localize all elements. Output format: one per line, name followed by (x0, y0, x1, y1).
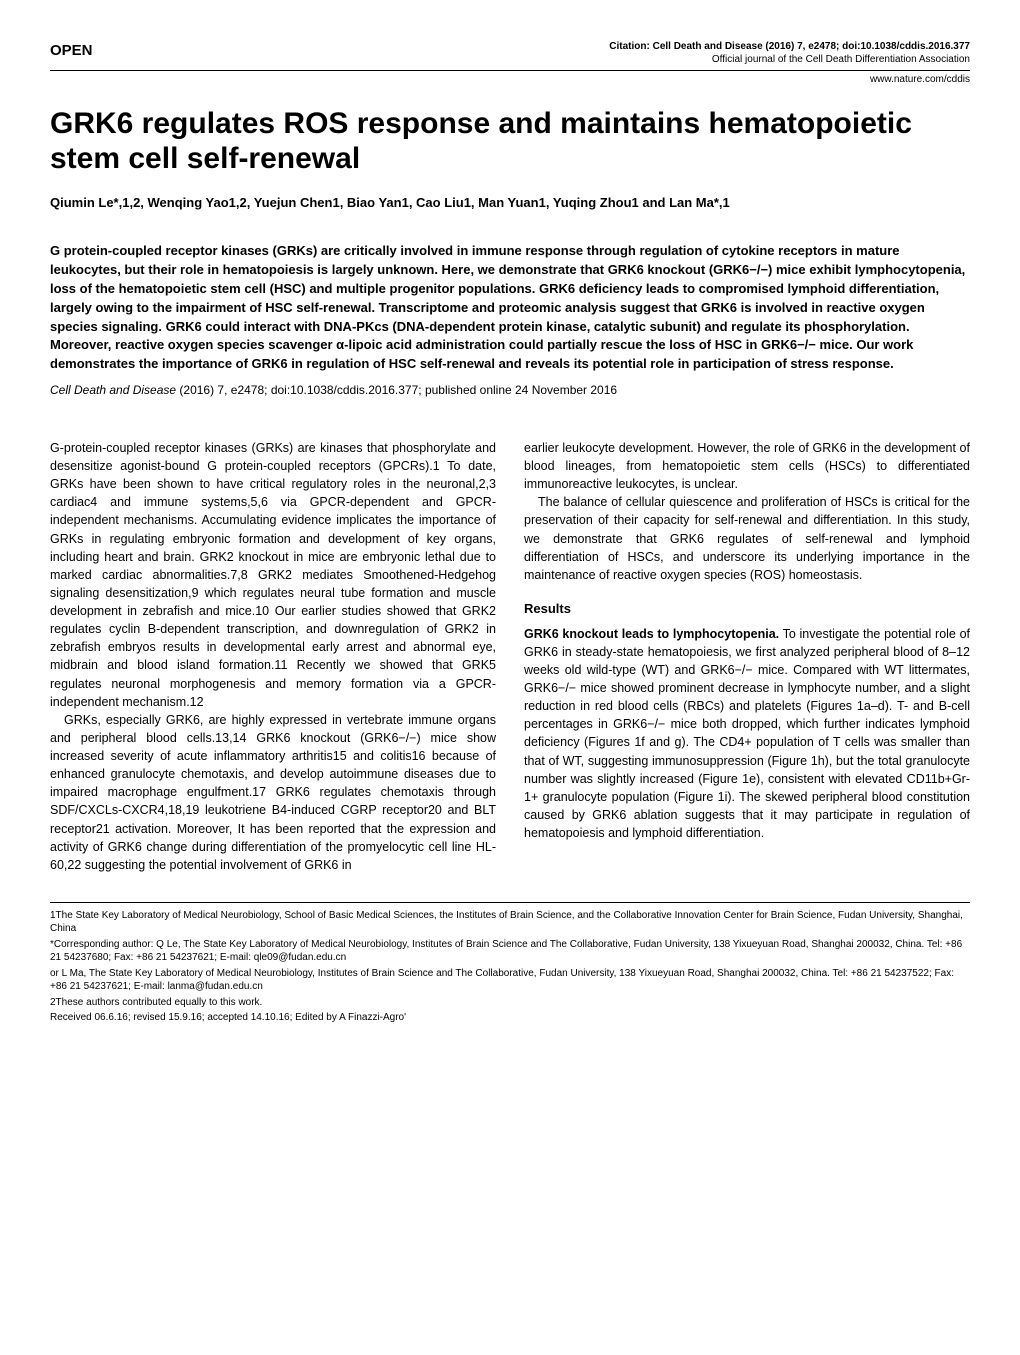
intro-p4: The balance of cellular quiescence and p… (524, 493, 970, 584)
corresponding-2: or L Ma, The State Key Laboratory of Med… (50, 967, 970, 994)
intro-p3: earlier leukocyte development. However, … (524, 439, 970, 493)
results-heading: Results (524, 600, 970, 619)
results-body-text: To investigate the potential role of GRK… (524, 627, 970, 840)
footnotes: 1The State Key Laboratory of Medical Neu… (50, 902, 970, 1025)
results-p1: GRK6 knockout leads to lymphocytopenia. … (524, 625, 970, 843)
author-text: Qiumin Le*,1,2, Wenqing Yao1,2, Yuejun C… (50, 195, 730, 210)
article-citation-line: Cell Death and Disease (2016) 7, e2478; … (50, 382, 970, 399)
journal-url: www.nature.com/cddis (50, 73, 970, 87)
citation-block: Citation: Cell Death and Disease (2016) … (609, 40, 970, 66)
intro-p1: G-protein-coupled receptor kinases (GRKs… (50, 439, 496, 711)
author-list: Qiumin Le*,1,2, Wenqing Yao1,2, Yuejun C… (50, 194, 970, 212)
open-access-label: OPEN (50, 40, 93, 61)
citation-details: (2016) 7, e2478; doi:10.1038/cddis.2016.… (176, 383, 617, 397)
citation-main: Citation: Cell Death and Disease (2016) … (609, 40, 970, 53)
equal-contrib: 2These authors contributed equally to th… (50, 996, 970, 1010)
citation-sub: Official journal of the Cell Death Diffe… (609, 53, 970, 66)
journal-header: OPEN Citation: Cell Death and Disease (2… (50, 40, 970, 71)
journal-name: Cell Death and Disease (50, 383, 176, 397)
right-column: earlier leukocyte development. However, … (524, 439, 970, 874)
results-subheading: GRK6 knockout leads to lymphocytopenia. (524, 627, 779, 641)
affiliation-1: 1The State Key Laboratory of Medical Neu… (50, 909, 970, 936)
abstract-text: G protein-coupled receptor kinases (GRKs… (50, 242, 970, 374)
corresponding-1: *Corresponding author: Q Le, The State K… (50, 938, 970, 965)
body-columns: G-protein-coupled receptor kinases (GRKs… (50, 439, 970, 874)
dates-line: Received 06.6.16; revised 15.9.16; accep… (50, 1011, 970, 1025)
intro-p2: GRKs, especially GRK6, are highly expres… (50, 711, 496, 874)
article-title: GRK6 regulates ROS response and maintain… (50, 107, 970, 176)
left-column: G-protein-coupled receptor kinases (GRKs… (50, 439, 496, 874)
